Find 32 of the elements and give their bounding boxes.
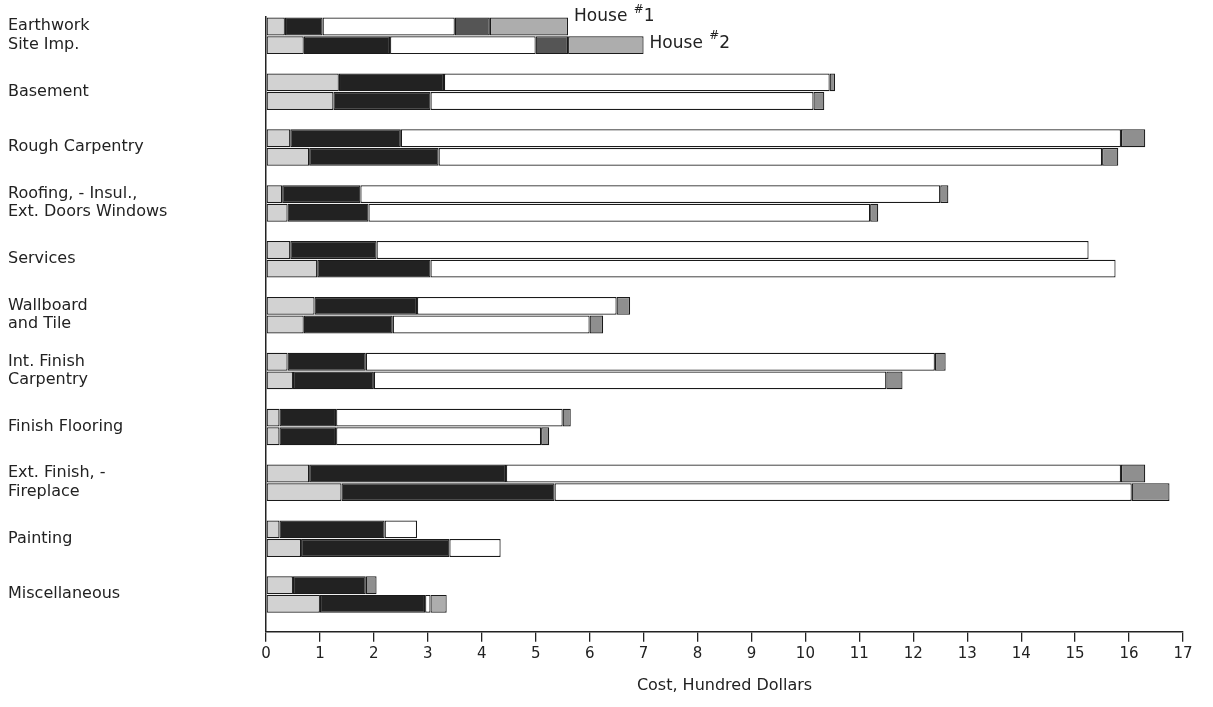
y-tick-label: Roofing, - Insul., Ext. Doors Windows [8, 183, 168, 221]
x-tick-label: 1 [315, 643, 325, 662]
x-tick-label: 3 [423, 643, 433, 662]
y-tick-label: Int. Finish Carpentry [8, 350, 89, 389]
x-tick-label: 5 [530, 643, 541, 662]
x-tick-label: 16 [1119, 643, 1139, 662]
x-tick-label: 14 [1011, 643, 1031, 662]
x-tick-label: 8 [692, 643, 703, 662]
x-tick-label: 7 [638, 643, 649, 662]
x-tick-label: 12 [903, 643, 923, 662]
y-tick-label: Finish Flooring [8, 415, 124, 435]
y-tick-label: Earthwork Site Imp. [8, 15, 91, 53]
x-tick-label: 6 [584, 643, 595, 662]
y-tick-label: Rough Carpentry [8, 136, 144, 156]
x-tick-label: 9 [746, 643, 757, 662]
x-tick-label: 10 [795, 643, 815, 662]
x-axis-title: Cost, Hundred Dollars [636, 674, 813, 694]
x-tick-label: 17 [1173, 643, 1193, 662]
x-tick-label: 13 [957, 643, 977, 662]
x-tick-label: 15 [1065, 643, 1085, 662]
y-tick-label: Painting [8, 527, 73, 547]
y-tick-label: Ext. Finish, - Fireplace [8, 462, 106, 500]
y-tick-label: Miscellaneous [8, 583, 121, 603]
y-tick-label: Basement [8, 80, 89, 100]
y-tick-label: Services [8, 248, 76, 268]
annotation: House #2 [649, 28, 731, 52]
annotation: House #1 [574, 1, 655, 25]
x-tick-label: 11 [849, 643, 869, 662]
y-tick-label: Wallboard and Tile [8, 294, 88, 333]
x-tick-label: 4 [476, 643, 487, 662]
x-tick-label: 2 [369, 643, 379, 662]
x-tick-label: 0 [261, 643, 271, 662]
